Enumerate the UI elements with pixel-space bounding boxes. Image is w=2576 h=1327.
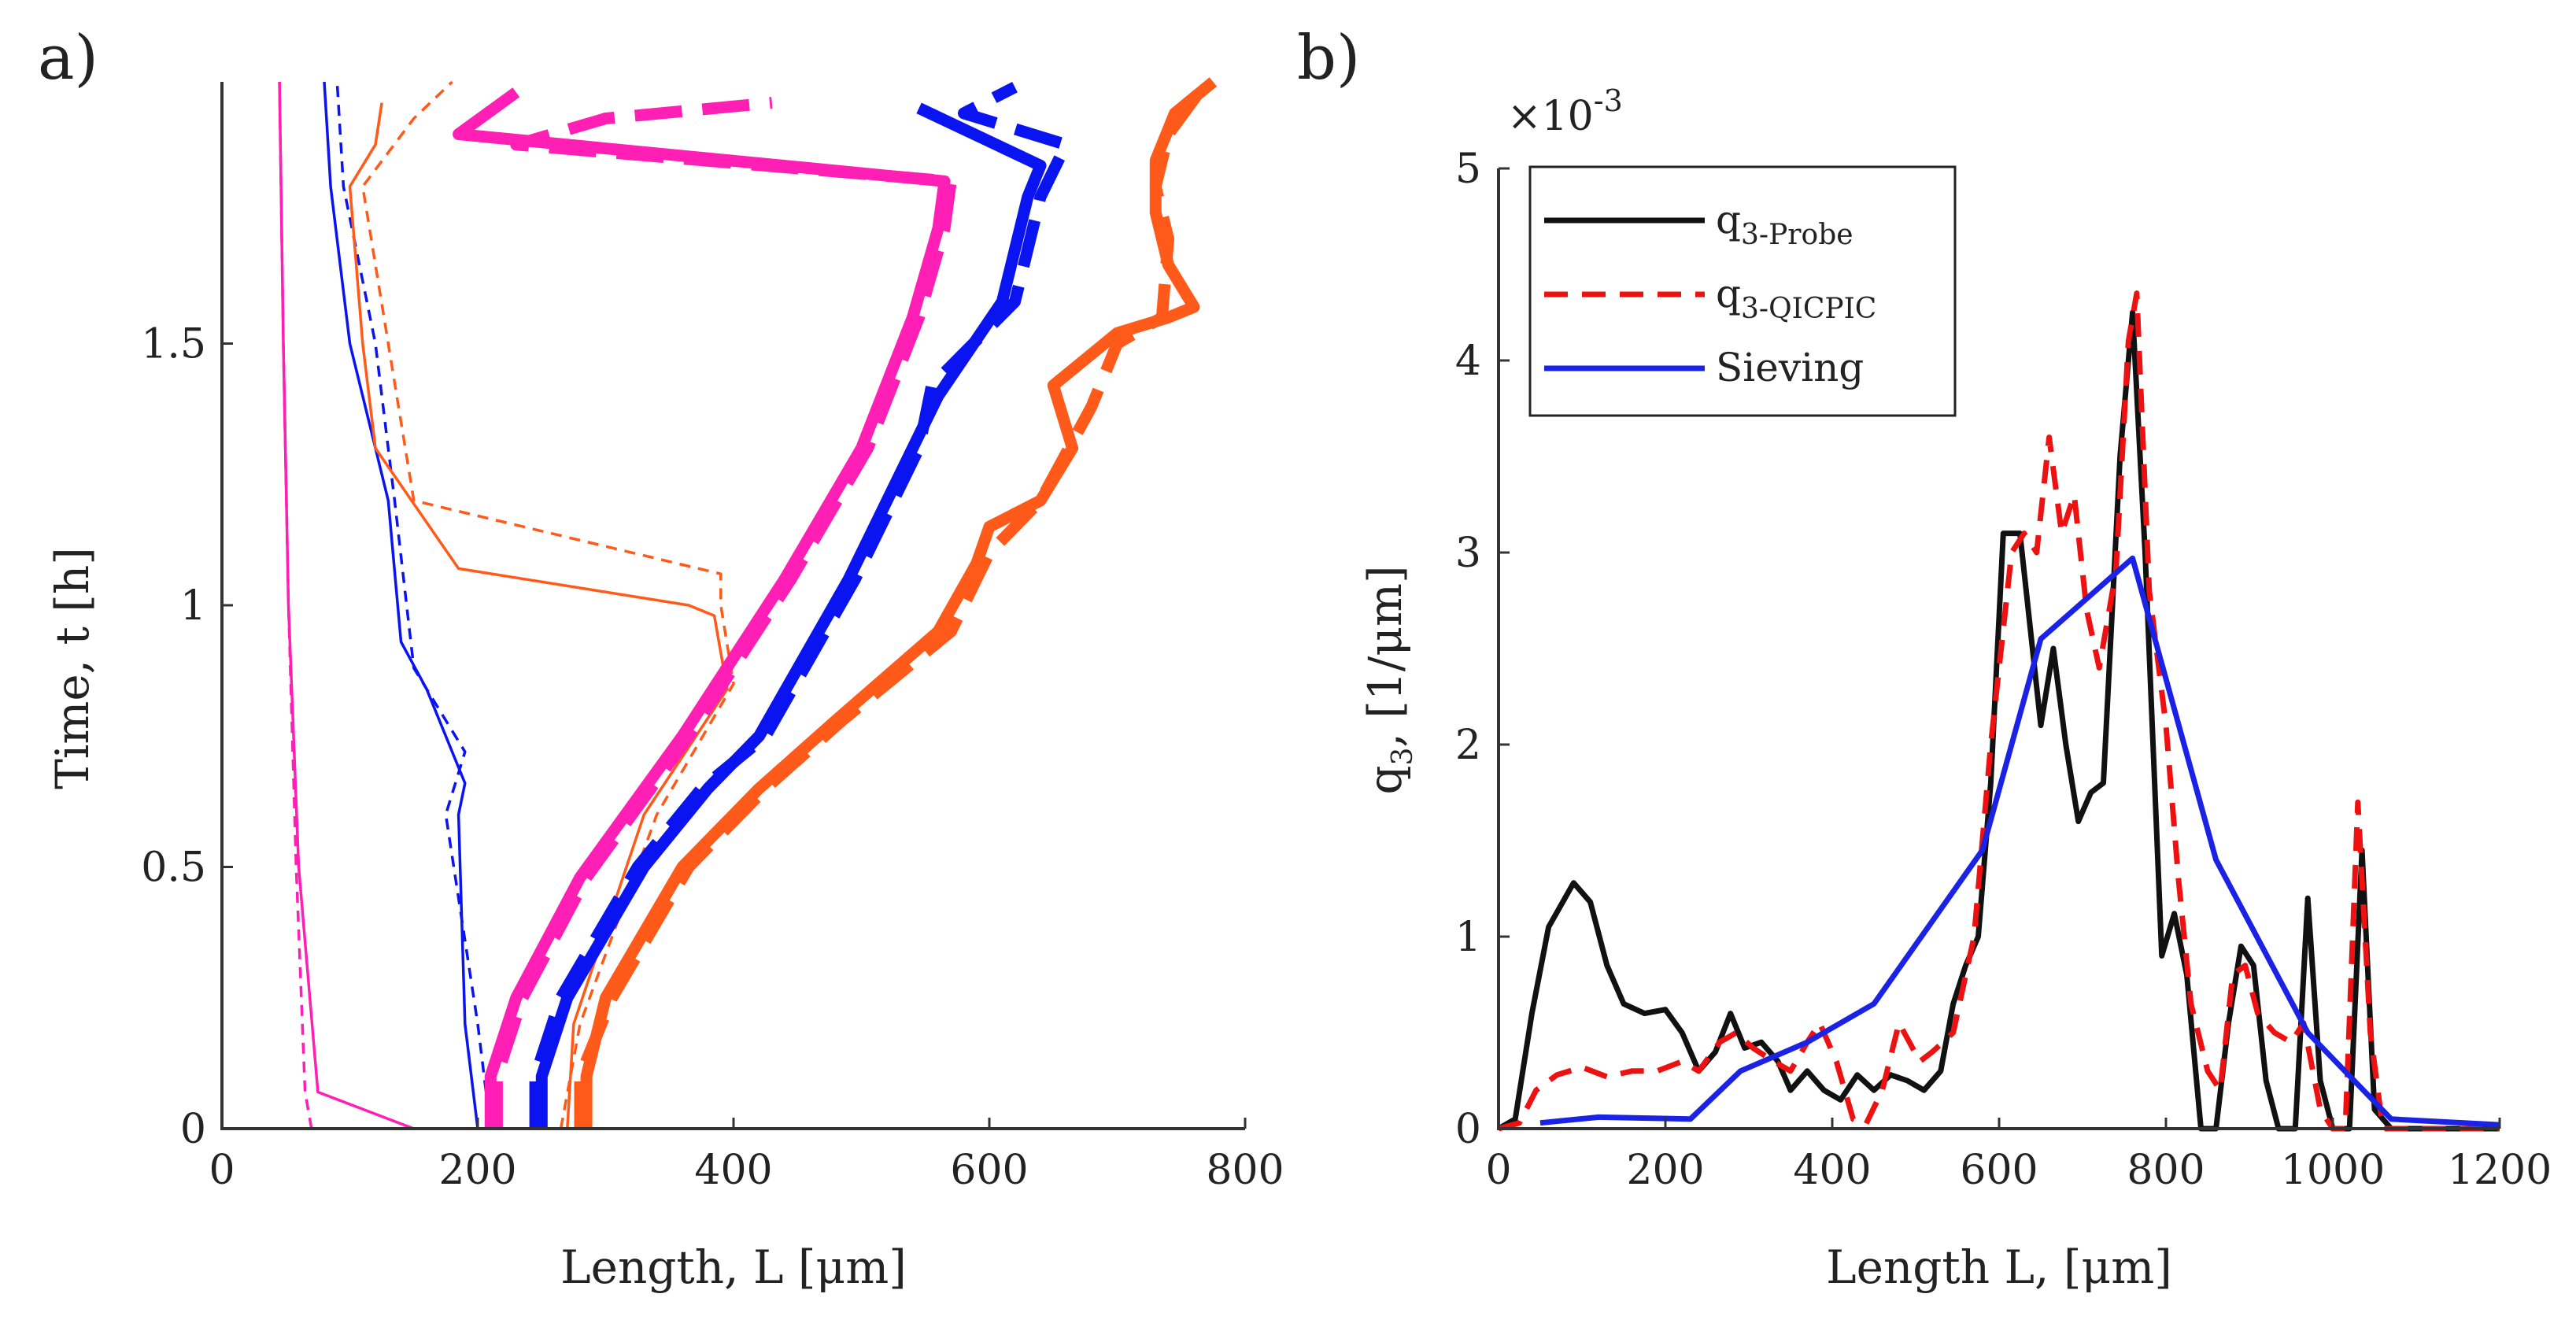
- panel-b-x-ticks: 0 200 400 600 800 1000 1200: [1485, 1118, 2552, 1194]
- y-tick-label: 2: [1455, 722, 1481, 769]
- x-tick-label: 200: [1626, 1147, 1704, 1194]
- series-line-orange-small-dashed: [361, 80, 735, 1129]
- x-tick-label: 600: [950, 1147, 1028, 1194]
- x-tick-label: 600: [1960, 1147, 2038, 1194]
- x-tick-label: 400: [694, 1147, 772, 1194]
- series-line-magenta-large-dashed: [490, 97, 957, 1129]
- y-tick-label: 0.5: [141, 845, 206, 892]
- panel-b-x-axis-label: Length L, [μm]: [1826, 1240, 2172, 1294]
- panel-a-x-axis-label: Length, L [μm]: [560, 1240, 907, 1294]
- panel-b-legend-box: [1528, 165, 1957, 417]
- series-line-blue-large-dashed: [529, 82, 1072, 1129]
- x-tick-label: 400: [1793, 1147, 1871, 1194]
- panel-a-series-group: [278, 77, 1218, 1130]
- x-tick-label: 200: [438, 1147, 516, 1194]
- x-tick-label: 0: [1485, 1147, 1511, 1194]
- legend-entry-label: Sieving: [1716, 345, 1864, 390]
- x-tick-label: 1200: [2448, 1147, 2552, 1194]
- legend-entry-subscript: 3-Probe: [1741, 219, 1853, 251]
- panel-a-chart: a) 0 200 400 600 800 0 0.5 1 1.5 Length, L [μm]…: [38, 23, 1284, 1294]
- panel-b-y-ticks: 0 1 2 3 4 5: [1455, 146, 1510, 1153]
- legend-entry-name: Sieving: [1716, 345, 1864, 390]
- panel-a-axes: [220, 82, 1245, 1130]
- y-tick-label: 0: [180, 1106, 206, 1153]
- series-line-orange-small-solid: [348, 102, 729, 1129]
- panel-b-y-multiplier-base: ×10: [1507, 93, 1594, 140]
- legend-entry-subscript: 3-QICPIC: [1741, 293, 1876, 325]
- panel-b-y-axis-label-sub: 3: [1387, 748, 1419, 766]
- series-line-q-3-probe: [1497, 309, 2500, 1132]
- x-tick-label: 800: [2127, 1147, 2205, 1194]
- panel-b-label: b): [1297, 23, 1360, 94]
- panel-b-y-axis-label: q3, [1/μm]: [1358, 565, 1419, 794]
- y-tick-label: 0: [1455, 1106, 1481, 1153]
- x-tick-label: 0: [209, 1147, 235, 1194]
- panel-b-y-axis-label-rest: , [1/μm]: [1358, 565, 1412, 747]
- series-line-q-3-qicpic: [1498, 290, 2500, 1132]
- panel-b-y-multiplier-exp: -3: [1594, 83, 1623, 118]
- legend-entry-name: q: [1716, 197, 1741, 242]
- legend-entry-label: q3-QICPIC: [1716, 271, 1876, 325]
- panel-b-chart: b) 0 200 400 600 800 1000 1200 0 1 2 3 4 5 Length L…: [1297, 23, 2552, 1294]
- panel-a-y-axis-label: Time, t [h]: [46, 547, 99, 789]
- series-line-blue-small-solid: [323, 81, 479, 1129]
- panel-a-y-ticks: 0 0.5 1 1.5: [141, 321, 233, 1153]
- x-tick-label: 800: [1206, 1147, 1284, 1194]
- series-line-blue-small-dashed: [335, 81, 493, 1129]
- panel-b-y-multiplier: ×10-3: [1507, 83, 1623, 140]
- y-tick-label: 1.5: [141, 321, 206, 368]
- x-tick-label: 1000: [2281, 1147, 2385, 1194]
- y-tick-label: 3: [1455, 530, 1481, 577]
- series-line-magenta-small-solid: [278, 81, 415, 1130]
- panel-b-series-group: [1497, 290, 2500, 1132]
- panel-b-y-axis-label-main: q: [1358, 766, 1412, 795]
- series-line-sieving: [1539, 555, 2500, 1128]
- series-line-orange-large-dashed: [574, 78, 1212, 1129]
- y-tick-label: 4: [1455, 338, 1481, 385]
- panel-a-label: a): [38, 23, 98, 94]
- y-tick-label: 1: [1455, 914, 1481, 961]
- y-tick-label: 1: [180, 582, 206, 630]
- y-tick-label: 5: [1455, 146, 1481, 193]
- panel-a-x-ticks: 0 200 400 600 800: [209, 1118, 1284, 1194]
- legend-entry-label: q3-Probe: [1716, 197, 1853, 251]
- legend-entry-name: q: [1716, 271, 1741, 316]
